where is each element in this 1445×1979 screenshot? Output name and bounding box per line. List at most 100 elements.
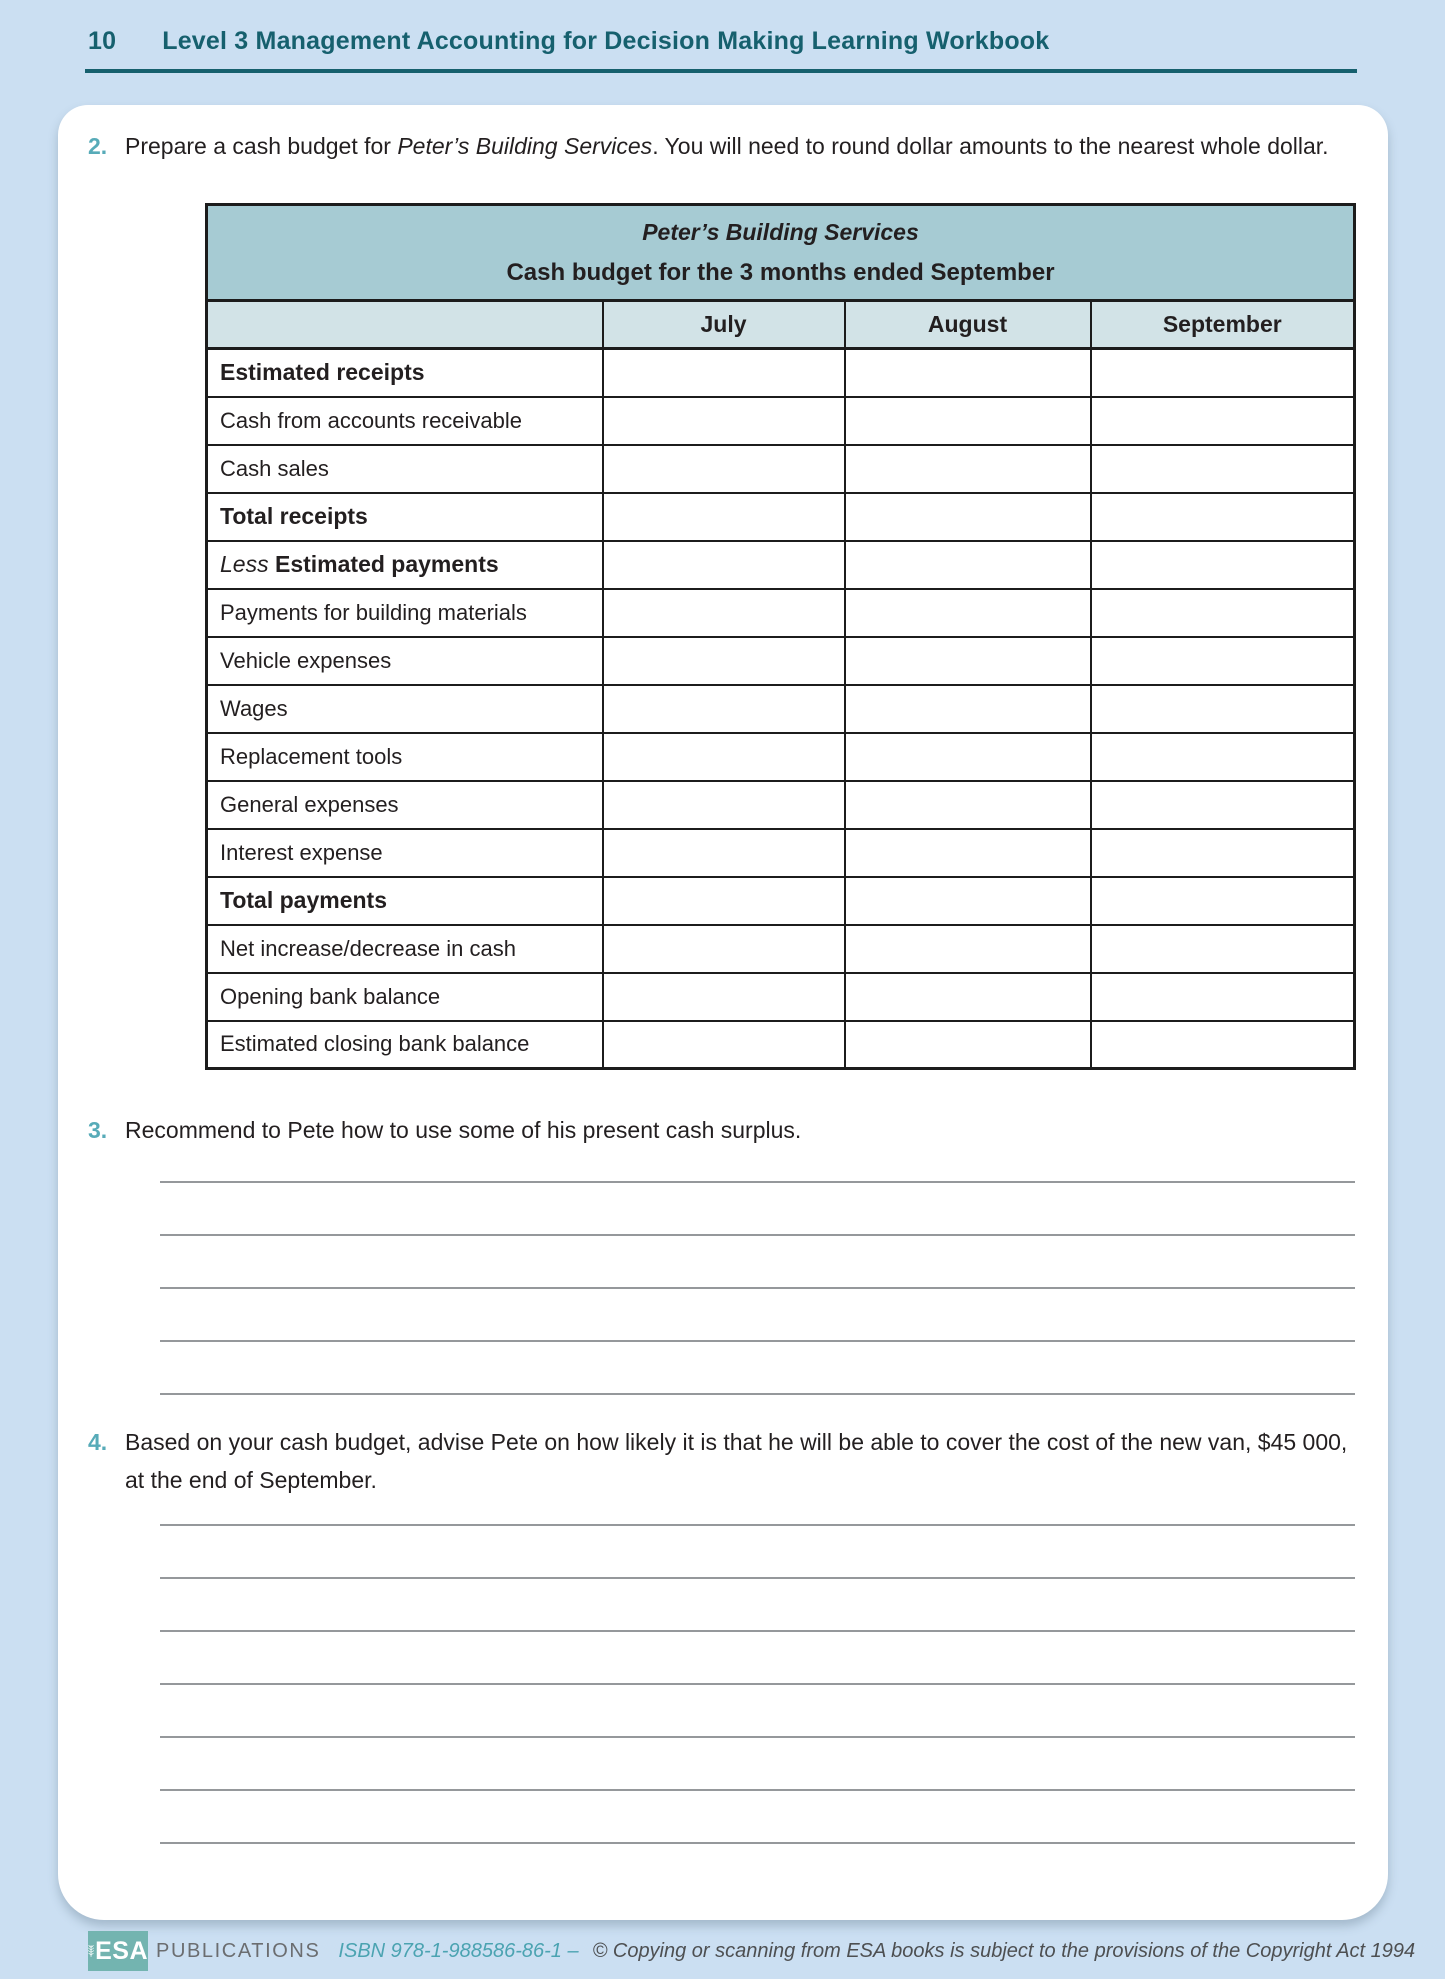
empty-value-cell <box>601 443 846 494</box>
empty-value-cell <box>843 539 1092 590</box>
question-2-text-before: Prepare a cash budget for <box>125 133 398 159</box>
empty-value-cell <box>1089 539 1356 590</box>
header-rule <box>85 69 1357 73</box>
answer-line <box>160 1287 1355 1289</box>
table-row: Wages <box>205 683 1356 734</box>
empty-value-cell <box>601 875 846 926</box>
table-row: Opening bank balance <box>205 971 1356 1022</box>
table-row: Cash from accounts receivable <box>205 395 1356 446</box>
empty-value-cell <box>843 1019 1092 1070</box>
table-row: Net increase/decrease in cash <box>205 923 1356 974</box>
row-label: Estimated closing bank balance <box>205 1019 604 1070</box>
table-month-header-row: July August September <box>205 299 1356 350</box>
table-row: Cash sales <box>205 443 1356 494</box>
empty-header-cell <box>205 299 604 350</box>
empty-value-cell <box>843 779 1092 830</box>
table-row: Interest expense <box>205 827 1356 878</box>
page-footer: ESA PUBLICATIONS ISBN 978-1-988586-86-1 … <box>88 1931 1415 1971</box>
empty-value-cell <box>601 395 846 446</box>
answer-line <box>160 1393 1355 1395</box>
row-label: General expenses <box>205 779 604 830</box>
empty-value-cell <box>601 635 846 686</box>
page-number: 10 <box>88 27 117 55</box>
empty-value-cell <box>843 347 1092 398</box>
empty-value-cell <box>843 587 1092 638</box>
table-subtitle: Cash budget for the 3 months ended Septe… <box>506 258 1055 286</box>
empty-value-cell <box>843 683 1092 734</box>
publisher-label: PUBLICATIONS <box>156 1939 321 1962</box>
row-label: Net increase/decrease in cash <box>205 923 604 974</box>
empty-value-cell <box>843 635 1092 686</box>
copyright-text: © Copying or scanning from ESA books is … <box>592 1939 1416 1962</box>
table-title-cell: Peter’s Building Services Cash budget fo… <box>205 203 1356 302</box>
empty-value-cell <box>1089 827 1356 878</box>
esa-logo: ESA <box>88 1931 148 1971</box>
row-label: Estimated receipts <box>205 347 604 398</box>
isbn-text: ISBN 978-1-988586-86-1 – <box>338 1939 579 1962</box>
answer-lines-q4 <box>160 1524 1355 1895</box>
column-header-august: August <box>843 299 1092 350</box>
table-row: General expenses <box>205 779 1356 830</box>
question-4: 4. Based on your cash budget, advise Pet… <box>88 1423 1353 1499</box>
empty-value-cell <box>843 923 1092 974</box>
column-header-september: September <box>1089 299 1356 350</box>
question-3-number: 3. <box>88 1117 108 1143</box>
question-2-text-after: . You will need to round dollar amounts … <box>652 133 1329 159</box>
empty-value-cell <box>1089 731 1356 782</box>
esa-logo-text: ESA <box>95 1936 148 1965</box>
empty-value-cell <box>601 731 846 782</box>
empty-value-cell <box>1089 443 1356 494</box>
empty-value-cell <box>601 539 846 590</box>
content-card: 2. Prepare a cash budget for Peter’s Bui… <box>58 105 1388 1920</box>
empty-value-cell <box>601 491 846 542</box>
empty-value-cell <box>601 827 846 878</box>
empty-value-cell <box>601 347 846 398</box>
table-row: Less Estimated payments <box>205 539 1356 590</box>
question-4-number: 4. <box>88 1429 108 1455</box>
row-label: Total payments <box>205 875 604 926</box>
row-label: Cash from accounts receivable <box>205 395 604 446</box>
table-row: Total payments <box>205 875 1356 926</box>
question-4-text: Based on your cash budget, advise Pete o… <box>125 1429 1348 1493</box>
empty-value-cell <box>601 587 846 638</box>
empty-value-cell <box>843 443 1092 494</box>
empty-value-cell <box>1089 779 1356 830</box>
empty-value-cell <box>1089 347 1356 398</box>
answer-line <box>160 1181 1355 1183</box>
row-label: Wages <box>205 683 604 734</box>
empty-value-cell <box>601 971 846 1022</box>
column-header-july: July <box>601 299 846 350</box>
table-body: Estimated receipts Cash from accounts rec… <box>205 347 1356 1070</box>
empty-value-cell <box>1089 923 1356 974</box>
row-label: Vehicle expenses <box>205 635 604 686</box>
empty-value-cell <box>601 923 846 974</box>
empty-value-cell <box>1089 683 1356 734</box>
answer-lines-q3 <box>160 1181 1355 1446</box>
question-3-text: Recommend to Pete how to use some of his… <box>125 1117 802 1143</box>
answer-line <box>160 1736 1355 1738</box>
cash-budget-table: Peter’s Building Services Cash budget fo… <box>205 203 1356 1070</box>
esa-fern-icon <box>88 1944 95 1957</box>
answer-line <box>160 1234 1355 1236</box>
empty-value-cell <box>1089 635 1356 686</box>
empty-value-cell <box>601 779 846 830</box>
row-label: Cash sales <box>205 443 604 494</box>
empty-value-cell <box>1089 491 1356 542</box>
empty-value-cell <box>843 491 1092 542</box>
empty-value-cell <box>843 731 1092 782</box>
empty-value-cell <box>601 683 846 734</box>
question-3: 3. Recommend to Pete how to use some of … <box>88 1111 1353 1149</box>
question-2: 2. Prepare a cash budget for Peter’s Bui… <box>88 127 1353 165</box>
answer-line <box>160 1683 1355 1685</box>
empty-value-cell <box>843 395 1092 446</box>
row-label: Interest expense <box>205 827 604 878</box>
answer-line <box>160 1842 1355 1844</box>
answer-line <box>160 1340 1355 1342</box>
empty-value-cell <box>1089 587 1356 638</box>
empty-value-cell <box>601 1019 846 1070</box>
table-row: Replacement tools <box>205 731 1356 782</box>
empty-value-cell <box>1089 395 1356 446</box>
answer-line <box>160 1577 1355 1579</box>
table-row: Total receipts <box>205 491 1356 542</box>
table-row: Estimated closing bank balance <box>205 1019 1356 1070</box>
